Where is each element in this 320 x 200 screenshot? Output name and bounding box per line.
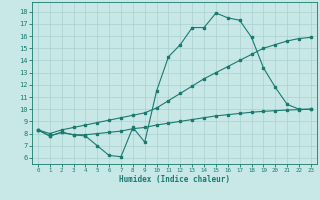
X-axis label: Humidex (Indice chaleur): Humidex (Indice chaleur) <box>119 175 230 184</box>
